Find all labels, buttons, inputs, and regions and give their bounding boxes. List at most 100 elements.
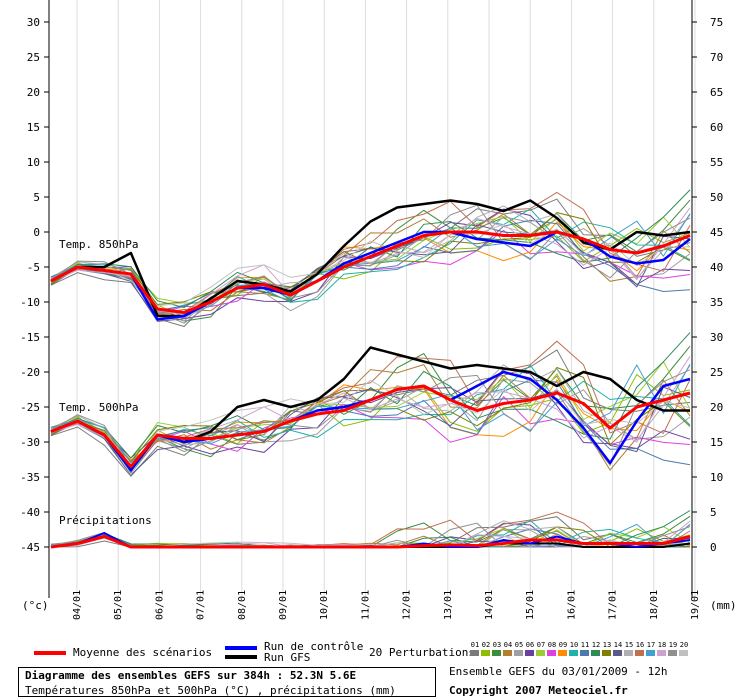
perturbation-number: 19 [668,641,678,649]
info-title: Diagramme des ensembles GEFS sur 384h : … [25,669,357,682]
right-axis-unit: (mm) [710,599,737,612]
date-label: 12/01 [402,590,413,620]
perturbation-number: 03 [492,641,502,649]
perturbation-number: 09 [558,641,568,649]
right-tick-label: 0 [710,541,717,554]
perturbation-line [50,363,691,464]
date-label: 14/01 [484,590,495,620]
perturbation-number: 06 [525,641,535,649]
left-tick-label: -20 [20,366,40,379]
date-label: 09/01 [278,590,289,620]
perturbation-number: 11 [580,641,590,649]
right-tick-label: 70 [710,51,723,64]
perturbation-line [50,224,691,322]
perturbation-line [50,379,691,461]
mean-precip-line [50,535,691,549]
perturbation-color-swatch [580,650,589,656]
date-label: 05/01 [113,590,124,620]
perturbation-line [50,340,691,472]
perturbation-number: 13 [602,641,612,649]
perturbation-number: 16 [635,641,645,649]
main-series-lines [50,199,691,549]
info-box: Diagramme des ensembles GEFS sur 384h : … [18,667,436,697]
right-tick-label: 45 [710,226,723,239]
perturbation-color-swatch [536,650,545,656]
left-tick-label: 0 [33,226,40,239]
left-tick-label: -35 [20,471,40,484]
perturbation-number: 02 [481,641,491,649]
date-label: 15/01 [525,590,536,620]
date-label: 16/01 [566,590,577,620]
right-tick-label: 75 [710,16,723,29]
perturbation-color-swatch [470,650,479,656]
left-tick-label: 20 [27,86,40,99]
left-tick-label: 30 [27,16,40,29]
legend: Moyenne des scénarios Run de contrôle Ru… [0,636,740,700]
perturbation-line [50,215,691,304]
t850-label: Temp. 850hPa [59,238,138,251]
precip-label: Précipitations [59,514,152,527]
date-label: 17/01 [608,590,619,620]
left-tick-label: 10 [27,156,40,169]
right-tick-label: 60 [710,121,723,134]
perturbation-number: 14 [613,641,623,649]
perturbation-color-swatch [646,650,655,656]
perturbation-color-swatch [602,650,611,656]
perturbation-line [50,386,691,476]
perturbation-number: 01 [470,641,480,649]
perturbation-number: 05 [514,641,524,649]
right-tick-label: 65 [710,86,723,99]
left-tick-label: 15 [27,121,40,134]
perturbation-color-swatch [569,650,578,656]
gfs-t850-line [50,199,691,318]
left-tick-label: -40 [20,506,40,519]
perturbation-line [50,369,691,469]
date-axis-labels: 04/01 05/01 06/01 07/01 08/01 09/01 10/01 11/01… [72,590,701,620]
t500-label: Temp. 500hPa [59,401,138,414]
perturbation-number: 12 [591,641,601,649]
right-tick-label: 10 [710,471,723,484]
perturbation-number: 07 [536,641,546,649]
left-tick-label: -10 [20,296,40,309]
right-tick-label: 25 [710,366,723,379]
perturbation-color-swatch [525,650,534,656]
right-tick-label: 20 [710,401,723,414]
perturbation-color-swatch [492,650,501,656]
left-tick-label: -5 [27,261,40,274]
perturbation-color-swatch [503,650,512,656]
perturbation-color-swatch [591,650,600,656]
perturbation-color-swatch [613,650,622,656]
perturbation-line [50,207,691,315]
left-tick-label: -25 [20,401,40,414]
perturbation-color-swatch [668,650,677,656]
perturbation-number: 17 [646,641,656,649]
perturbation-color-swatch [624,650,633,656]
perturbation-color-swatch [635,650,644,656]
mean-t500-line [50,384,691,468]
perturbation-number: 18 [657,641,667,649]
legend-control: Run de contrôle [264,640,364,653]
control-swatch [225,646,257,650]
left-tick-label: 5 [33,191,40,204]
perturbation-number: 20 [679,641,689,649]
info-subtitle: Températures 850hPa et 500hPa (°C) , pré… [25,684,396,697]
left-tick-label: 25 [27,51,40,64]
perturbation-line [50,379,691,476]
left-axis-ticks: 30 25 20 15 10 5 0 -5 -10 -15 -20 -25 -30 -35 -40 -45 [20,16,49,554]
perturbation-line [50,332,691,459]
perturbation-color-swatch [679,650,688,656]
right-tick-label: 55 [710,156,723,169]
left-tick-label: -30 [20,436,40,449]
perturbation-color-swatch [558,650,567,656]
right-tick-label: 50 [710,191,723,204]
date-label: 04/01 [72,590,83,620]
date-label: 11/01 [360,590,371,620]
perturbation-color-swatch [547,650,556,656]
perturbation-line [50,223,691,307]
ensemble-run: Ensemble GEFS du 03/01/2009 - 12h [449,665,668,678]
perturbation-line [50,360,691,463]
perturbation-color-swatch [657,650,666,656]
date-label: 08/01 [237,590,248,620]
